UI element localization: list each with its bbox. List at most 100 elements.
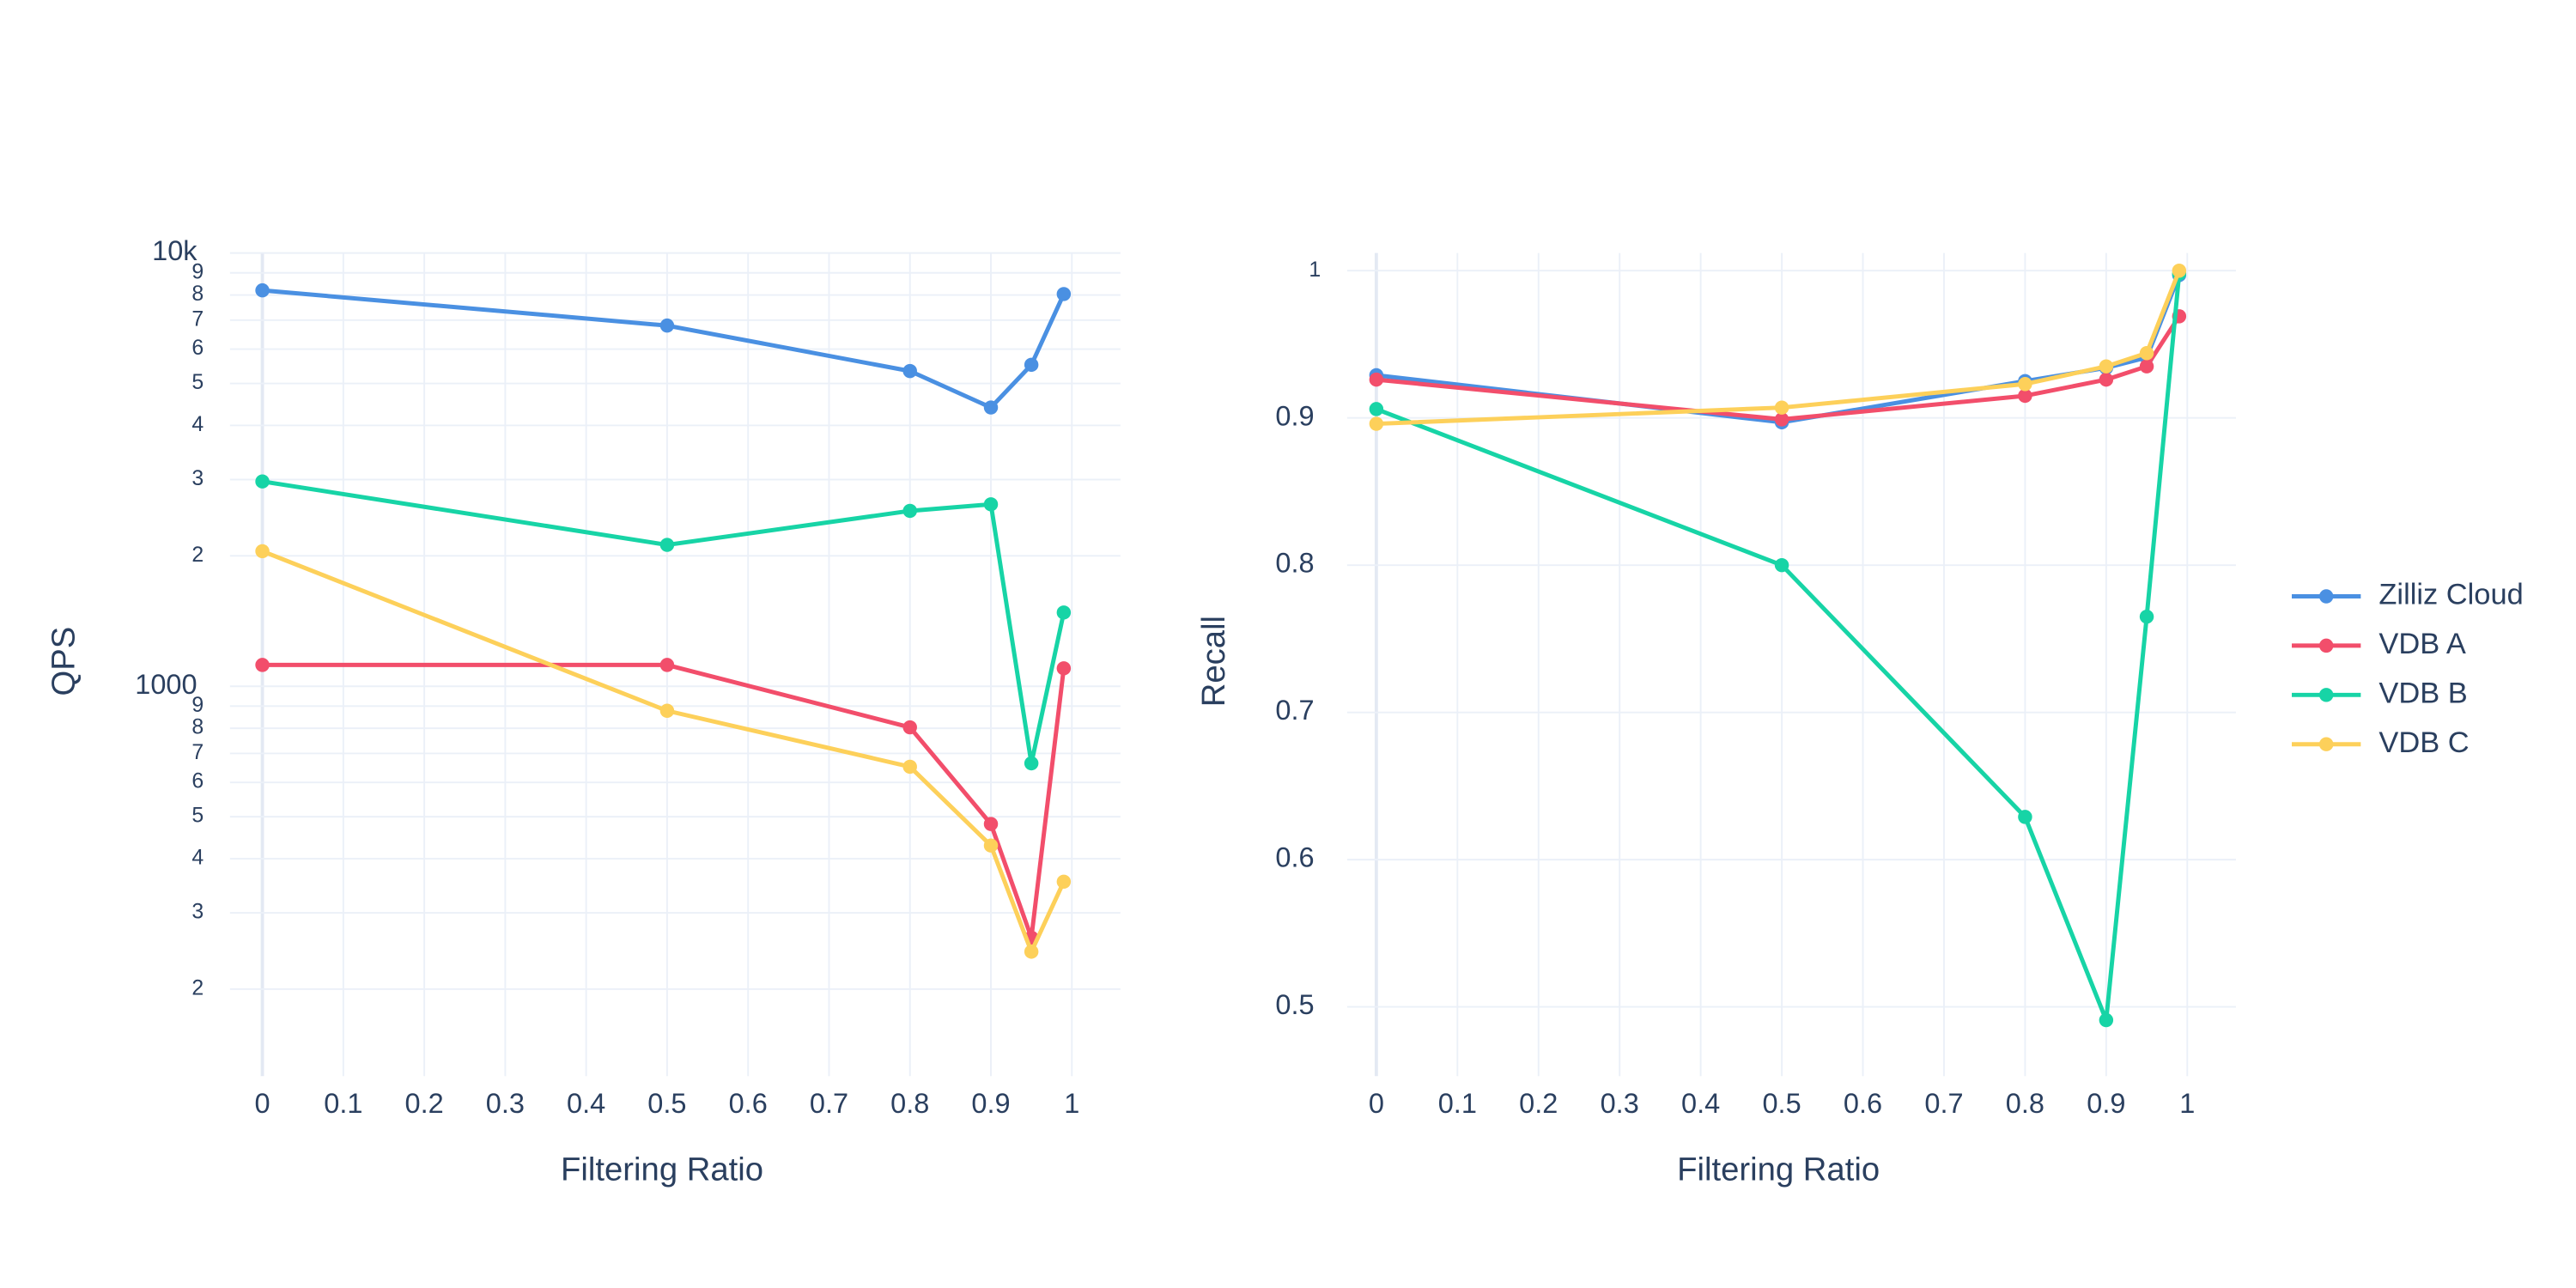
data-point bbox=[659, 658, 675, 672]
data-point bbox=[659, 703, 675, 718]
legend-marker bbox=[2318, 638, 2334, 653]
data-point bbox=[2172, 263, 2187, 278]
x-tick-label: 0.1 bbox=[324, 1088, 362, 1119]
y-tick-label: 3 bbox=[191, 900, 204, 924]
x-axis-title: Filtering Ratio bbox=[1677, 1151, 1880, 1188]
data-point bbox=[659, 538, 675, 552]
data-point bbox=[1024, 357, 1039, 373]
y-tick-label: 0.9 bbox=[1275, 400, 1314, 431]
x-tick-label: 0.2 bbox=[405, 1088, 444, 1119]
data-point bbox=[1369, 372, 1384, 387]
x-tick-label: 0.7 bbox=[810, 1088, 848, 1119]
data-point bbox=[1024, 756, 1039, 771]
series-line bbox=[1376, 274, 2182, 425]
x-tick-label: 1 bbox=[2179, 1088, 2195, 1119]
data-point bbox=[2018, 388, 2032, 404]
x-tick-label: 0.4 bbox=[1681, 1088, 1720, 1119]
y-tick-label: 0.8 bbox=[1275, 548, 1314, 579]
x-tick-label: 0 bbox=[255, 1088, 270, 1119]
series-line bbox=[1376, 315, 2181, 422]
data-point bbox=[1774, 412, 1789, 427]
data-point bbox=[2099, 359, 2114, 374]
series-line bbox=[261, 549, 1066, 954]
y-tick-label: 9 bbox=[191, 693, 204, 717]
series-line bbox=[262, 662, 1066, 940]
legend-label: VDB B bbox=[2379, 677, 2467, 709]
legend-label: VDB A bbox=[2379, 628, 2465, 660]
series-line bbox=[1376, 270, 2182, 427]
legend-marker bbox=[2318, 589, 2334, 604]
x-tick-label: 0.9 bbox=[971, 1088, 1010, 1119]
y-tick-label: 2 bbox=[191, 543, 204, 567]
data-point bbox=[902, 720, 917, 735]
data-point bbox=[983, 400, 999, 415]
data-point bbox=[902, 363, 917, 379]
y-tick-label: 10k bbox=[152, 235, 197, 266]
data-point bbox=[1774, 557, 1789, 573]
y-tick-label: 8 bbox=[191, 282, 204, 306]
y-tick-label: 0.6 bbox=[1275, 842, 1314, 873]
data-point bbox=[255, 283, 270, 298]
legend-label: Zilliz Cloud bbox=[2379, 579, 2523, 611]
data-point bbox=[1056, 287, 1072, 301]
data-point bbox=[2139, 346, 2154, 361]
data-point bbox=[2018, 377, 2032, 392]
y-axis-title: QPS bbox=[46, 627, 82, 696]
data-point bbox=[902, 759, 917, 775]
y-tick-label: 6 bbox=[191, 769, 204, 793]
x-tick-label: 0.9 bbox=[2087, 1088, 2125, 1119]
data-point bbox=[659, 318, 675, 333]
y-tick-label: 5 bbox=[191, 370, 204, 394]
legend-label: VDB C bbox=[2379, 726, 2469, 759]
x-tick-label: 0.4 bbox=[567, 1088, 605, 1119]
x-tick-label: 0.3 bbox=[486, 1088, 525, 1119]
y-tick-label: 7 bbox=[191, 307, 204, 331]
y-tick-label: 9 bbox=[191, 259, 204, 283]
x-tick-label: 0.6 bbox=[1844, 1088, 1882, 1119]
data-point bbox=[1369, 416, 1384, 431]
data-point bbox=[1056, 605, 1072, 620]
y-tick-label: 4 bbox=[191, 412, 204, 436]
series-line bbox=[262, 288, 1066, 410]
x-tick-label: 0 bbox=[1369, 1088, 1384, 1119]
x-tick-label: 0.8 bbox=[2006, 1088, 2044, 1119]
series-line bbox=[1375, 273, 2182, 1023]
y-tick-label: 1000 bbox=[135, 669, 197, 700]
data-point bbox=[2099, 1012, 2114, 1028]
x-tick-label: 0.3 bbox=[1601, 1088, 1639, 1119]
y-tick-label: 6 bbox=[191, 336, 204, 360]
y-tick-label: 7 bbox=[191, 740, 204, 764]
x-tick-label: 0.8 bbox=[890, 1088, 929, 1119]
data-point bbox=[2139, 609, 2154, 624]
data-point bbox=[1056, 874, 1072, 890]
data-point bbox=[2018, 810, 2032, 824]
x-tick-label: 0.2 bbox=[1519, 1088, 1558, 1119]
data-point bbox=[255, 658, 270, 672]
data-point bbox=[1024, 945, 1039, 959]
y-tick-label: 8 bbox=[191, 715, 204, 739]
legend-marker bbox=[2318, 688, 2334, 702]
x-axis-title: Filtering Ratio bbox=[561, 1151, 763, 1188]
y-tick-label: 1 bbox=[1309, 258, 1321, 282]
data-point bbox=[983, 817, 999, 831]
data-point bbox=[1056, 661, 1072, 676]
x-tick-label: 0.5 bbox=[1762, 1088, 1801, 1119]
data-point bbox=[2099, 372, 2114, 387]
y-tick-label: 2 bbox=[191, 975, 204, 999]
legend-marker bbox=[2318, 737, 2334, 751]
y-tick-label: 5 bbox=[191, 804, 204, 828]
data-point bbox=[255, 544, 270, 559]
x-tick-label: 1 bbox=[1064, 1088, 1079, 1119]
series-line bbox=[262, 479, 1066, 766]
x-tick-label: 0.5 bbox=[647, 1088, 686, 1119]
y-tick-label: 4 bbox=[191, 846, 204, 870]
data-point bbox=[1774, 400, 1789, 415]
data-point bbox=[983, 497, 999, 512]
x-tick-label: 0.1 bbox=[1438, 1088, 1477, 1119]
y-tick-label: 0.7 bbox=[1275, 695, 1314, 726]
y-tick-label: 0.5 bbox=[1275, 989, 1314, 1020]
data-point bbox=[902, 503, 917, 519]
data-point bbox=[1369, 402, 1384, 416]
y-axis-title: Recall bbox=[1195, 616, 1232, 707]
